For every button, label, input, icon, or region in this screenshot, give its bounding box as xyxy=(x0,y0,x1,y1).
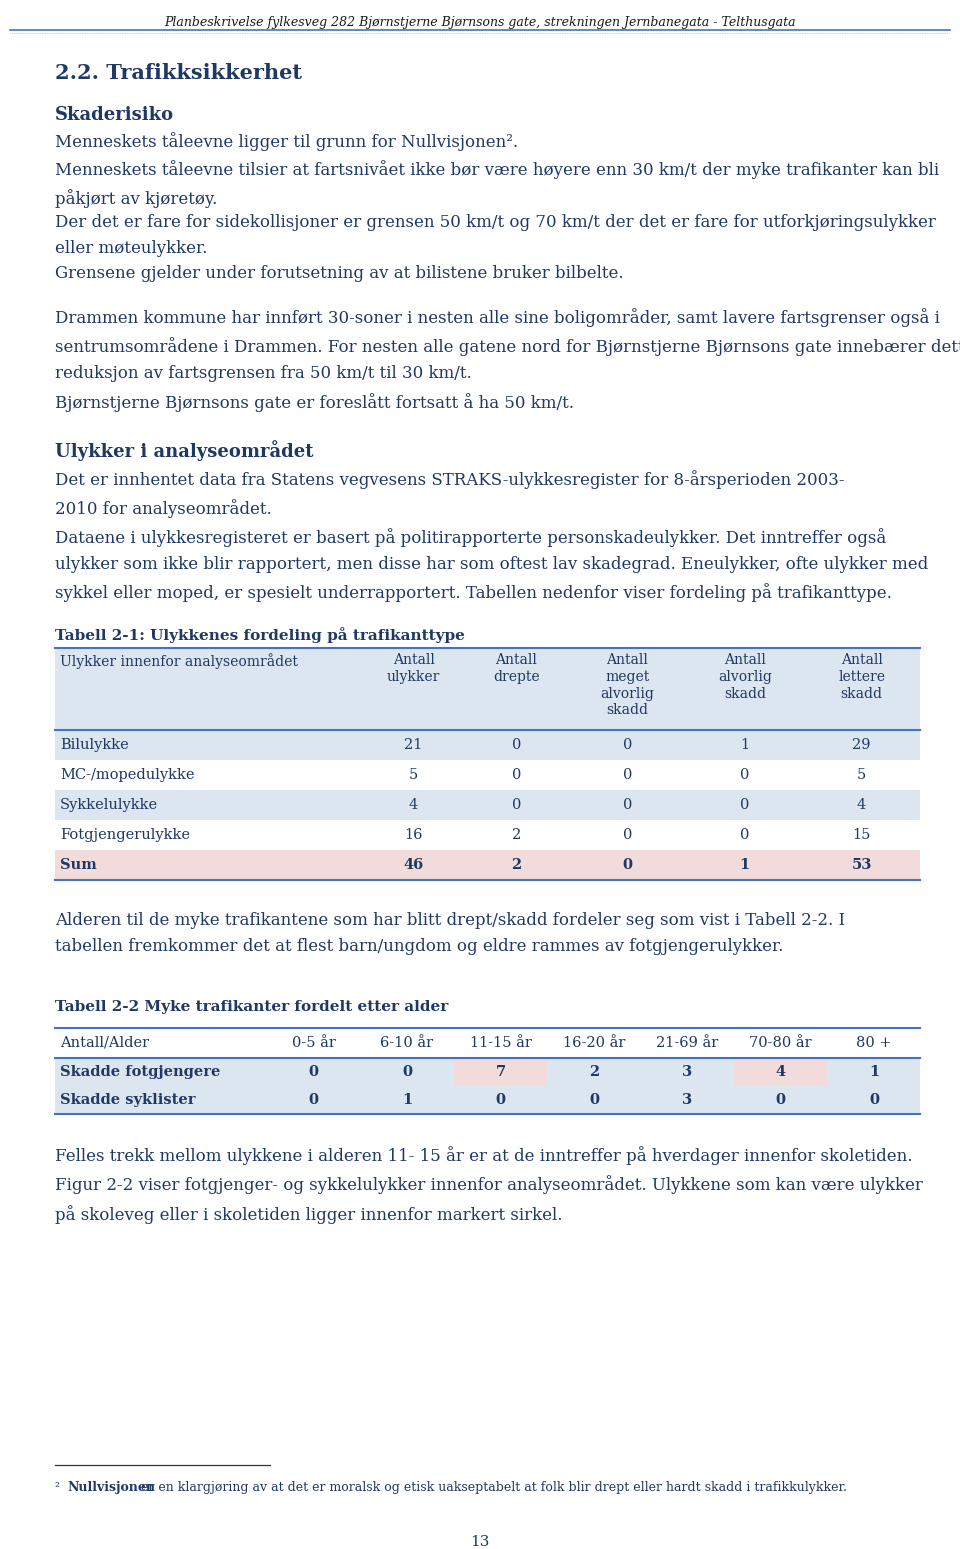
Text: Antall
drepte: Antall drepte xyxy=(493,654,540,683)
Text: 70-80 år: 70-80 år xyxy=(750,1036,812,1050)
Text: Tabell 2-2 Myke trafikanter fordelt etter alder: Tabell 2-2 Myke trafikanter fordelt ette… xyxy=(55,1001,448,1015)
Text: MC-/mopedulykke: MC-/mopedulykke xyxy=(60,768,195,782)
Text: 16-20 år: 16-20 år xyxy=(563,1036,625,1050)
Text: er en klargjøring av at det er moralsk og etisk uakseptabelt at folk blir drept : er en klargjøring av at det er moralsk o… xyxy=(137,1481,847,1493)
Text: Antall
ulykker: Antall ulykker xyxy=(387,654,441,683)
Text: 0: 0 xyxy=(869,1094,879,1108)
Text: 0: 0 xyxy=(740,768,750,782)
Bar xyxy=(55,819,920,850)
Text: Tabell 2-1: Ulykkenes fordeling på trafikanttype: Tabell 2-1: Ulykkenes fordeling på trafi… xyxy=(55,627,465,643)
Text: Grensene gjelder under forutsetning av at bilistene bruker bilbelte.: Grensene gjelder under forutsetning av a… xyxy=(55,265,624,282)
Text: Fotgjengerulykke: Fotgjengerulykke xyxy=(60,829,190,843)
Text: 15: 15 xyxy=(852,829,871,843)
Bar xyxy=(55,850,920,880)
Text: 29: 29 xyxy=(852,737,871,751)
Text: 3: 3 xyxy=(683,1066,692,1080)
Bar xyxy=(55,1058,920,1086)
Text: 80 +: 80 + xyxy=(856,1036,892,1050)
Text: Bilulykke: Bilulykke xyxy=(60,737,129,751)
Text: 5: 5 xyxy=(857,768,866,782)
Text: 0: 0 xyxy=(308,1066,319,1080)
Text: 0: 0 xyxy=(622,829,632,843)
Text: 0: 0 xyxy=(588,1094,599,1108)
Text: 0: 0 xyxy=(740,829,750,843)
Text: 0: 0 xyxy=(740,798,750,812)
Text: 0: 0 xyxy=(495,1094,506,1108)
Text: 2.2. Trafikksikkerhet: 2.2. Trafikksikkerhet xyxy=(55,64,302,84)
Text: Menneskets tåleevne tilsier at fartsnivået ikke bør være høyere enn 30 km/t der : Menneskets tåleevne tilsier at fartsnivå… xyxy=(55,160,939,208)
Text: 6-10 år: 6-10 år xyxy=(380,1036,434,1050)
Text: 1: 1 xyxy=(402,1094,412,1108)
Text: 21: 21 xyxy=(404,737,422,751)
Text: 3: 3 xyxy=(683,1094,692,1108)
Text: Felles trekk mellom ulykkene i alderen 11- 15 år er at de inntreffer på hverdage: Felles trekk mellom ulykkene i alderen 1… xyxy=(55,1146,923,1224)
Bar xyxy=(734,1058,828,1086)
Text: Sykkelulykke: Sykkelulykke xyxy=(60,798,158,812)
Text: Antall
alvorlig
skadd: Antall alvorlig skadd xyxy=(718,654,772,700)
Text: 46: 46 xyxy=(403,858,423,872)
Text: 0: 0 xyxy=(776,1094,785,1108)
Bar xyxy=(55,730,920,761)
Text: Det er innhentet data fra Statens vegvesens STRAKS-ulykkesregister for 8-årsperi: Det er innhentet data fra Statens vegves… xyxy=(55,469,845,519)
Text: 13: 13 xyxy=(470,1535,490,1549)
Text: Drammen kommune har innført 30-soner i nesten alle sine boligområder, samt laver: Drammen kommune har innført 30-soner i n… xyxy=(55,308,960,412)
Bar xyxy=(454,1058,547,1086)
Text: 1: 1 xyxy=(869,1066,879,1080)
Text: 7: 7 xyxy=(495,1066,506,1080)
Text: 0: 0 xyxy=(622,858,633,872)
Text: 0: 0 xyxy=(622,768,632,782)
Text: 0-5 år: 0-5 år xyxy=(292,1036,336,1050)
Text: 0: 0 xyxy=(512,737,521,751)
Text: ²: ² xyxy=(55,1481,64,1493)
Text: 0: 0 xyxy=(622,737,632,751)
Text: 11-15 år: 11-15 år xyxy=(469,1036,532,1050)
Text: Ulykker innenfor analyseområdet: Ulykker innenfor analyseområdet xyxy=(60,654,298,669)
Bar xyxy=(55,1086,920,1114)
Text: 1: 1 xyxy=(740,858,750,872)
Text: 4: 4 xyxy=(409,798,419,812)
Text: 4: 4 xyxy=(857,798,866,812)
Bar xyxy=(55,647,920,730)
Text: Antall
lettere
skadd: Antall lettere skadd xyxy=(838,654,885,700)
Text: Planbeskrivelse fylkesveg 282 Bjørnstjerne Bjørnsons gate, strekningen Jernbaneg: Planbeskrivelse fylkesveg 282 Bjørnstjer… xyxy=(164,15,796,29)
Text: Skaderisiko: Skaderisiko xyxy=(55,105,174,124)
Text: 2: 2 xyxy=(588,1066,599,1080)
Text: Dataene i ulykkesregisteret er basert på politirapporterte personskadeulykker. D: Dataene i ulykkesregisteret er basert på… xyxy=(55,528,928,603)
Text: 53: 53 xyxy=(852,858,872,872)
Text: 2: 2 xyxy=(512,829,521,843)
Text: Antall/Alder: Antall/Alder xyxy=(60,1036,149,1050)
Text: Nullvisjonen: Nullvisjonen xyxy=(67,1481,155,1493)
Text: Alderen til de myke trafikantene som har blitt drept/skadd fordeler seg som vist: Alderen til de myke trafikantene som har… xyxy=(55,912,845,956)
Text: Ulykker i analyseområdet: Ulykker i analyseområdet xyxy=(55,440,314,462)
Text: Skadde fotgjengere: Skadde fotgjengere xyxy=(60,1066,221,1080)
Text: 5: 5 xyxy=(409,768,419,782)
Bar xyxy=(55,761,920,790)
Text: Der det er fare for sidekollisjoner er grensen 50 km/t og 70 km/t der det er far: Der det er fare for sidekollisjoner er g… xyxy=(55,214,936,257)
Bar xyxy=(55,790,920,819)
Text: 0: 0 xyxy=(622,798,632,812)
Text: 16: 16 xyxy=(404,829,422,843)
Text: Antall
meget
alvorlig
skadd: Antall meget alvorlig skadd xyxy=(600,654,654,717)
Text: 0: 0 xyxy=(512,768,521,782)
Text: Skadde syklister: Skadde syklister xyxy=(60,1094,196,1108)
Text: 0: 0 xyxy=(512,798,521,812)
Bar xyxy=(55,1029,920,1058)
Text: 1: 1 xyxy=(740,737,750,751)
Text: Menneskets tåleevne ligger til grunn for Nullvisjonen².: Menneskets tåleevne ligger til grunn for… xyxy=(55,132,518,150)
Text: 2: 2 xyxy=(512,858,521,872)
Text: Sum: Sum xyxy=(60,858,97,872)
Text: 4: 4 xyxy=(776,1066,786,1080)
Text: 0: 0 xyxy=(402,1066,412,1080)
Text: 21-69 år: 21-69 år xyxy=(657,1036,718,1050)
Text: 0: 0 xyxy=(308,1094,319,1108)
